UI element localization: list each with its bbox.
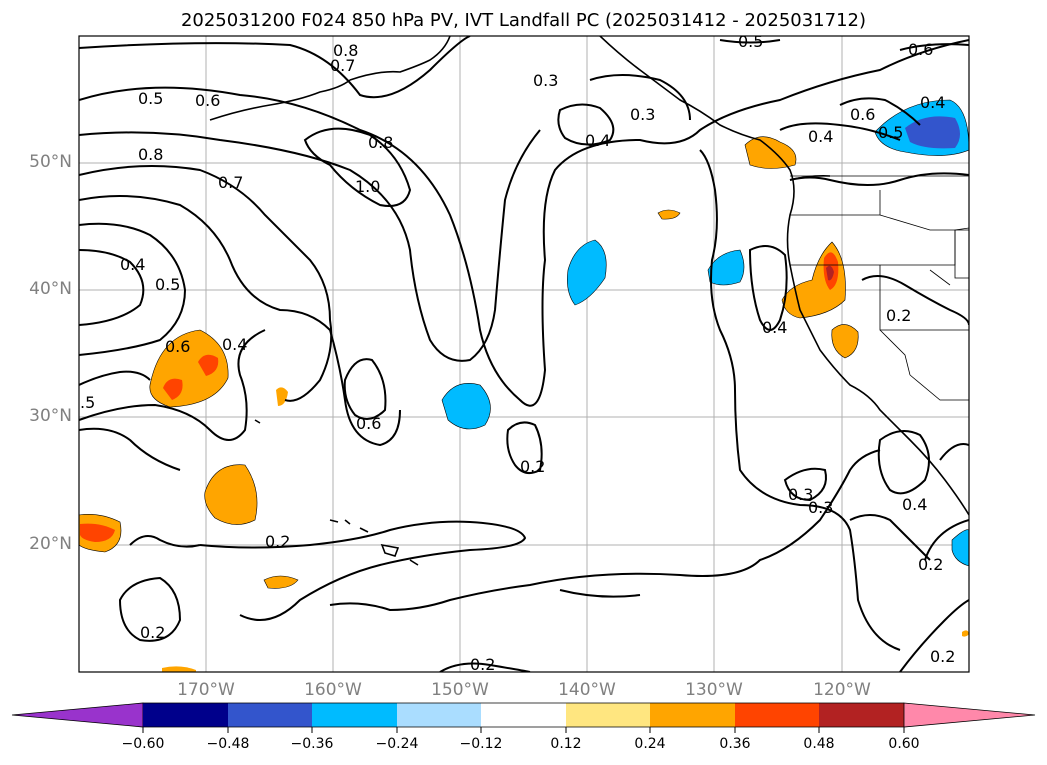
contour-label: 0.4 (902, 495, 927, 514)
lat-label: 30°N (29, 406, 72, 426)
contour-label: 0.6 (165, 337, 190, 356)
colorbar-extend-high (903, 702, 1036, 728)
colorbar-segment (397, 703, 481, 727)
map-title: 2025031200 F024 850 hPa PV, IVT Landfall… (180, 10, 867, 31)
contour-labels: 0.8 0.7 0.5 0.6 0.8 0.8 1.0 0.7 0.4 0.5 … (80, 32, 955, 674)
colorbar-segment (566, 703, 650, 727)
contour-label: 0.2 (930, 647, 955, 666)
lon-label: 130°W (685, 680, 743, 700)
contour-label: 0.7 (218, 173, 243, 192)
colorbar-tick-label: −0.60 (121, 736, 165, 752)
contour-label: 0.6 (356, 414, 381, 433)
colorbar (11, 702, 1036, 733)
contour-label: 0.7 (330, 56, 355, 75)
contour-label: 0.8 (138, 145, 163, 164)
contour-label: 0.6 (850, 105, 875, 124)
contour-label: 0.6 (908, 40, 933, 59)
colorbar-segment (143, 703, 228, 727)
lon-label: 160°W (304, 680, 362, 700)
colorbar-extend-low (11, 702, 144, 728)
contour-label: 0.2 (520, 457, 545, 476)
colorbar-tick-label: −0.36 (290, 736, 334, 752)
contour-label: .5 (80, 393, 95, 412)
pv-contours (79, 36, 969, 672)
colorbar-tick-label: −0.24 (375, 736, 419, 752)
colorbar-tick-label: −0.48 (206, 736, 250, 752)
contour-label: 0.2 (140, 623, 165, 642)
contour-label: 0.4 (808, 127, 833, 146)
contour-label: 1.0 (355, 177, 380, 196)
contour-label: 0.4 (585, 131, 610, 150)
lon-label: 120°W (813, 680, 871, 700)
contour-label: 0.3 (788, 485, 813, 504)
contour-label: 0.4 (222, 335, 247, 354)
colorbar-segment (312, 703, 397, 727)
contour-label: 0.8 (333, 41, 358, 60)
lat-label: 20°N (29, 534, 72, 554)
contour-label: 0.5 (155, 275, 180, 294)
contour-label: 0.4 (762, 318, 787, 337)
contour-label: 0.5 (878, 123, 903, 142)
contour-label: 0.4 (120, 255, 145, 274)
map-plot-area: 0.8 0.7 0.5 0.6 0.8 0.8 1.0 0.7 0.4 0.5 … (79, 32, 969, 674)
contour-label: 0.4 (920, 93, 945, 112)
map-frame (78, 35, 970, 673)
colorbar-tick-label: 0.36 (719, 736, 751, 752)
lon-label: 170°W (177, 680, 235, 700)
contour-label: 0.2 (265, 532, 290, 551)
contour-label: 0.5 (138, 89, 163, 108)
contour-label: 0.3 (630, 105, 655, 124)
colorbar-tick-label: −0.12 (459, 736, 503, 752)
lon-label: 150°W (431, 680, 489, 700)
contour-label: 0.6 (195, 91, 220, 110)
borders (790, 175, 969, 401)
colorbar-segment (819, 703, 904, 727)
contour-label: 0.3 (533, 71, 558, 90)
lat-label: 40°N (29, 279, 72, 299)
contour-label: 0.2 (918, 555, 943, 574)
colorbar-tick-label: 0.12 (550, 736, 582, 752)
colorbar-segment (735, 703, 819, 727)
contour-label: 0.2 (470, 655, 495, 674)
colorbar-tick-label: 0.24 (634, 736, 666, 752)
colorbar-segment (481, 703, 566, 727)
colorbar-segment (228, 703, 312, 727)
contour-label: 0.8 (368, 133, 393, 152)
contour-label: 0.3 (808, 498, 833, 517)
colorbar-segment (650, 703, 735, 727)
colorbar-tick-label: 0.60 (888, 736, 920, 752)
colorbar-tick-label: 0.48 (803, 736, 835, 752)
lon-label: 140°W (558, 680, 616, 700)
lat-label: 50°N (29, 152, 72, 172)
contour-label: 0.2 (886, 306, 911, 325)
contour-label: 0.5 (738, 32, 763, 51)
